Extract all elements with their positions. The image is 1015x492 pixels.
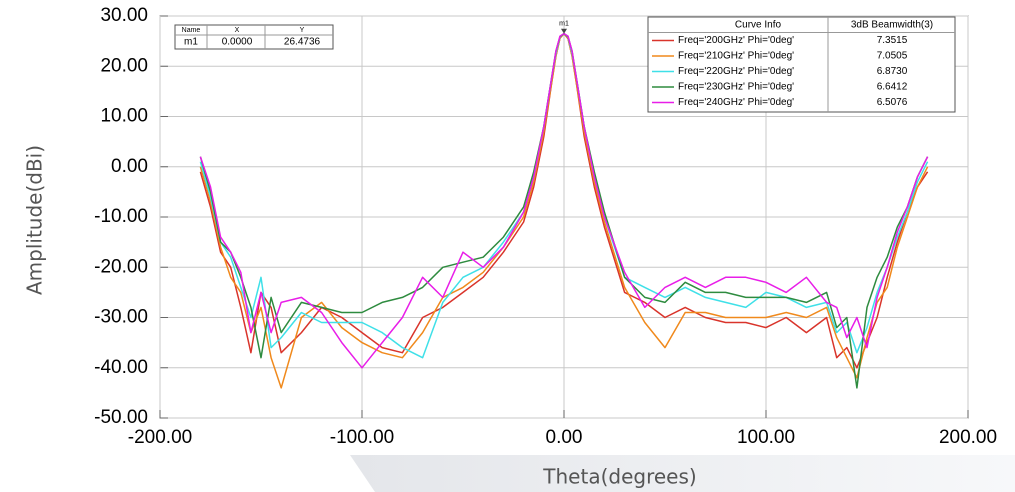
y-axis-title: Amplitude(dBi): [23, 145, 47, 295]
legend-label: Freq='210GHz' Phi='0deg': [678, 51, 794, 62]
legend-label: Freq='220GHz' Phi='0deg': [678, 66, 794, 77]
legend-beamwidth: 7.0505: [877, 51, 908, 62]
legend-beamwidth: 6.5076: [877, 97, 908, 108]
legend-beamwidth: 6.6412: [877, 82, 908, 93]
legend-beamwidth: 7.3515: [877, 35, 908, 46]
x-tick-label: 200.00: [939, 427, 997, 448]
x-tick-label: -100.00: [330, 427, 394, 448]
y-tick-label: 30.00: [100, 5, 148, 26]
marker-table-header: Name: [182, 27, 201, 34]
x-tick-label: -200.00: [128, 427, 192, 448]
y-tick-label: 20.00: [100, 55, 148, 76]
marker-label: m1: [559, 21, 569, 28]
y-tick-label: -10.00: [94, 206, 148, 227]
marker-table-y: 26.4736: [284, 37, 321, 48]
y-tick-label: 0.00: [111, 156, 148, 177]
axis-title-band: [350, 455, 1015, 492]
marker-table-x: 0.0000: [222, 37, 253, 48]
legend-label: Freq='240GHz' Phi='0deg': [678, 97, 794, 108]
marker-table-header: Y: [300, 27, 305, 34]
y-tick-label: -20.00: [94, 256, 148, 277]
legend-label: Freq='230GHz' Phi='0deg': [678, 82, 794, 93]
legend-title: Curve Info: [735, 20, 782, 31]
y-tick-label: -30.00: [94, 307, 148, 328]
x-axis-title: Theta(degrees): [542, 465, 696, 489]
overlay: m1 Name X Ym1 0.0000 26.4736 Curve Info 3dB Bea…: [174, 16, 956, 113]
legend-value-title: 3dB Beamwidth(3): [851, 20, 933, 31]
series-lines: [199, 32, 929, 389]
marker-table: [174, 24, 334, 50]
marker-point: [561, 28, 567, 34]
y-tick-label: -40.00: [94, 357, 148, 378]
grid: -50.00 -40.00 -30.00 -20.00 -10.00 0.00 10.00 2…: [94, 5, 997, 448]
legend-beamwidth: 6.8730: [877, 66, 908, 77]
x-tick-label: 0.00: [546, 427, 583, 448]
series-line: [199, 32, 929, 369]
y-tick-label: -50.00: [94, 407, 148, 428]
y-tick-label: 10.00: [100, 106, 148, 127]
marker-table-name: m1: [184, 37, 198, 48]
legend-label: Freq='200GHz' Phi='0deg': [678, 35, 794, 46]
marker-table-header: X: [235, 27, 240, 34]
x-tick-label: 100.00: [737, 427, 795, 448]
